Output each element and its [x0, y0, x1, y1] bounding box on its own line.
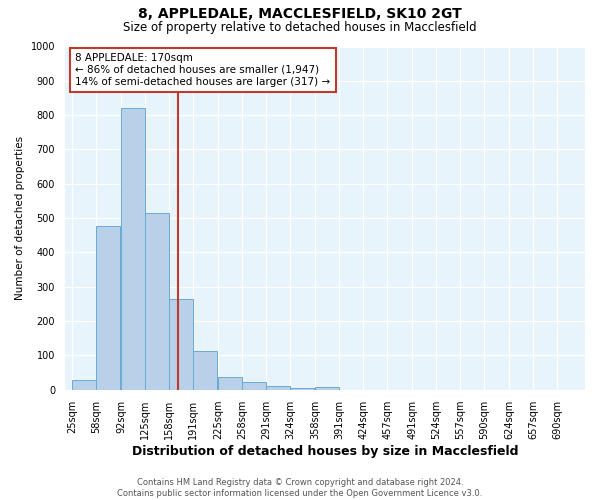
Bar — [96, 226, 120, 390]
Text: 8 APPLEDALE: 170sqm
← 86% of detached houses are smaller (1,947)
14% of semi-det: 8 APPLEDALE: 170sqm ← 86% of detached ho… — [75, 54, 331, 86]
Text: Contains HM Land Registry data © Crown copyright and database right 2024.
Contai: Contains HM Land Registry data © Crown c… — [118, 478, 482, 498]
Text: Size of property relative to detached houses in Macclesfield: Size of property relative to detached ho… — [123, 21, 477, 34]
X-axis label: Distribution of detached houses by size in Macclesfield: Distribution of detached houses by size … — [131, 444, 518, 458]
Y-axis label: Number of detached properties: Number of detached properties — [15, 136, 25, 300]
Bar — [218, 377, 242, 390]
Bar — [242, 382, 266, 390]
Text: 8, APPLEDALE, MACCLESFIELD, SK10 2GT: 8, APPLEDALE, MACCLESFIELD, SK10 2GT — [138, 8, 462, 22]
Bar — [145, 213, 169, 390]
Bar — [290, 388, 314, 390]
Bar — [72, 380, 96, 390]
Bar — [193, 352, 217, 390]
Bar — [315, 386, 339, 390]
Bar — [266, 386, 290, 390]
Bar — [169, 299, 193, 390]
Bar — [121, 108, 145, 390]
